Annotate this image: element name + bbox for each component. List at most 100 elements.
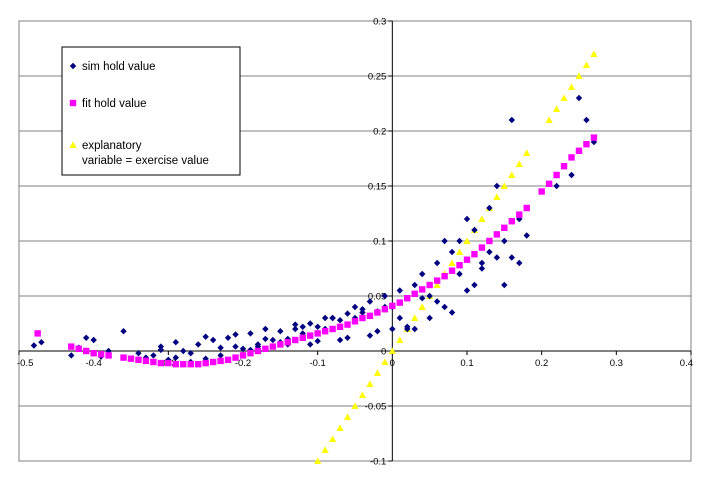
sim-hold-point [83,334,90,341]
fit-hold-point [516,211,523,218]
sim-hold-point [508,254,515,261]
sim-hold-point [501,281,508,289]
sim-hold-point [314,337,321,345]
legend-marker-0 [69,62,77,70]
exercise-value-point [418,303,426,311]
fit-hold-point [523,204,530,212]
fit-hold-point [180,361,187,368]
sim-hold-point [292,325,299,333]
sim-hold-point [180,347,187,355]
sim-hold-point [209,336,217,344]
sim-hold-point [262,335,269,343]
sim-hold-point [195,341,202,348]
sim-hold-point [38,339,45,346]
exercise-value-point [433,281,441,289]
fit-hold-point [374,309,381,316]
sim-hold-point [329,314,336,322]
sim-hold-point [486,248,493,256]
exercise-value-point [515,160,523,168]
sim-hold-point [501,237,508,245]
exercise-value-point [590,50,598,58]
sim-hold-point [172,354,179,361]
sim-hold-point [344,334,351,341]
fit-hold-point [463,256,471,263]
legend-label: fit hold value [82,98,147,110]
sim-hold-point [232,343,239,350]
sim-hold-point [269,336,277,344]
legend-marker-1 [69,99,77,107]
fit-hold-point [426,281,433,289]
sim-hold-point [433,259,441,267]
fit-hold-point [344,321,351,328]
sim-hold-point [404,323,411,330]
fit-hold-point [224,356,232,363]
exercise-value-point [478,215,486,223]
y-tick-label: 0.15 [368,182,387,193]
fit-hold-point [254,347,262,355]
fit-hold-point [97,351,105,358]
y-tick-label: 0 [381,347,386,358]
y-tick-label: 0.2 [373,127,386,138]
fit-hold-point [187,361,194,368]
sim-hold-point [307,320,314,327]
fit-hold-point [404,295,411,302]
exercise-value-point [314,457,322,465]
fit-hold-point [202,359,209,367]
sim-hold-point [321,314,329,322]
fit-hold-point [411,290,418,297]
fit-hold-point [366,312,374,319]
x-tick-label: 0 [390,358,395,369]
fit-hold-point [396,299,403,306]
fit-hold-point [83,347,90,355]
exercise-value-point [545,116,553,124]
fit-hold-point [299,334,306,341]
fit-hold-point [232,354,239,361]
fit-hold-point [478,244,486,251]
exercise-value-point [493,193,501,201]
exercise-value-point [463,237,471,245]
fit-hold-point [590,134,598,141]
sim-hold-point [314,323,321,330]
fit-hold-point [277,341,284,348]
exercise-value-point [582,61,591,69]
exercise-value-point [358,391,367,399]
legend-label: sim hold value [82,61,156,73]
legend-label: variable = exercise value [82,155,209,167]
sim-hold-point [426,314,433,322]
fit-hold-point [135,356,142,363]
sim-hold-point [90,336,97,344]
fit-hold-point [307,332,314,339]
exercise-value-point [336,424,344,432]
sim-hold-point [187,350,194,357]
x-tick-label: -0.2 [235,358,251,369]
exercise-value-point [523,149,531,157]
sim-hold-point [441,303,448,311]
fit-hold-point [217,357,224,365]
exercise-value-point [448,259,456,267]
exercise-value-point [508,171,516,179]
fit-hold-point [75,345,82,352]
exercise-value-point [500,182,508,190]
fit-hold-point [448,267,456,274]
sim-hold-point [381,292,389,300]
series-1 [34,134,598,368]
fit-hold-point [105,352,112,359]
fit-hold-point [419,286,426,293]
legend-box [61,46,241,176]
sim-hold-point [396,287,403,294]
sim-hold-point [478,259,486,267]
sim-hold-point [471,281,478,289]
legend-marker-2 [69,141,77,149]
fit-hold-point [90,350,97,357]
fit-hold-point [195,361,202,368]
exercise-value-point [351,402,359,410]
y-tick-label: 0.25 [368,72,387,83]
fit-hold-point [493,231,501,238]
fit-hold-point [321,328,329,335]
sim-hold-point [456,270,463,278]
y-tick-label: 0.1 [373,237,386,248]
fit-hold-point [314,330,321,337]
sim-hold-point [217,352,224,359]
fit-hold-point [575,147,583,154]
